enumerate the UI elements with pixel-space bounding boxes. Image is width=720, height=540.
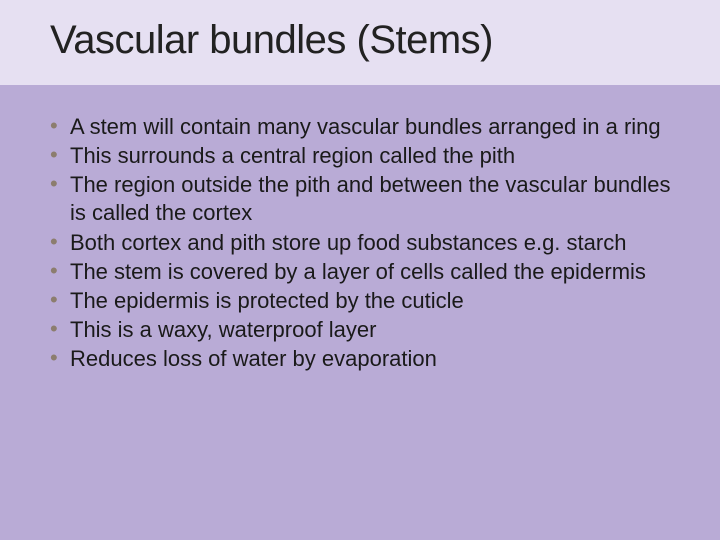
slide: Vascular bundles (Stems) A stem will con… [0, 0, 720, 540]
title-band: Vascular bundles (Stems) [0, 0, 720, 85]
list-item: This is a waxy, waterproof layer [48, 316, 672, 344]
bullet-list: A stem will contain many vascular bundle… [48, 113, 672, 373]
bullet-text: A stem will contain many vascular bundle… [70, 114, 661, 139]
bullet-text: Reduces loss of water by evaporation [70, 346, 437, 371]
list-item: This surrounds a central region called t… [48, 142, 672, 170]
list-item: Both cortex and pith store up food subst… [48, 229, 672, 257]
bullet-text: The stem is covered by a layer of cells … [70, 259, 646, 284]
bullet-text: The region outside the pith and between … [70, 172, 671, 225]
bullet-text: This surrounds a central region called t… [70, 143, 515, 168]
content-area: A stem will contain many vascular bundle… [0, 85, 720, 373]
list-item: Reduces loss of water by evaporation [48, 345, 672, 373]
slide-title: Vascular bundles (Stems) [50, 18, 670, 63]
bullet-text: The epidermis is protected by the cuticl… [70, 288, 464, 313]
list-item: A stem will contain many vascular bundle… [48, 113, 672, 141]
list-item: The epidermis is protected by the cuticl… [48, 287, 672, 315]
list-item: The stem is covered by a layer of cells … [48, 258, 672, 286]
bullet-text: Both cortex and pith store up food subst… [70, 230, 626, 255]
bullet-text: This is a waxy, waterproof layer [70, 317, 376, 342]
list-item: The region outside the pith and between … [48, 171, 672, 227]
